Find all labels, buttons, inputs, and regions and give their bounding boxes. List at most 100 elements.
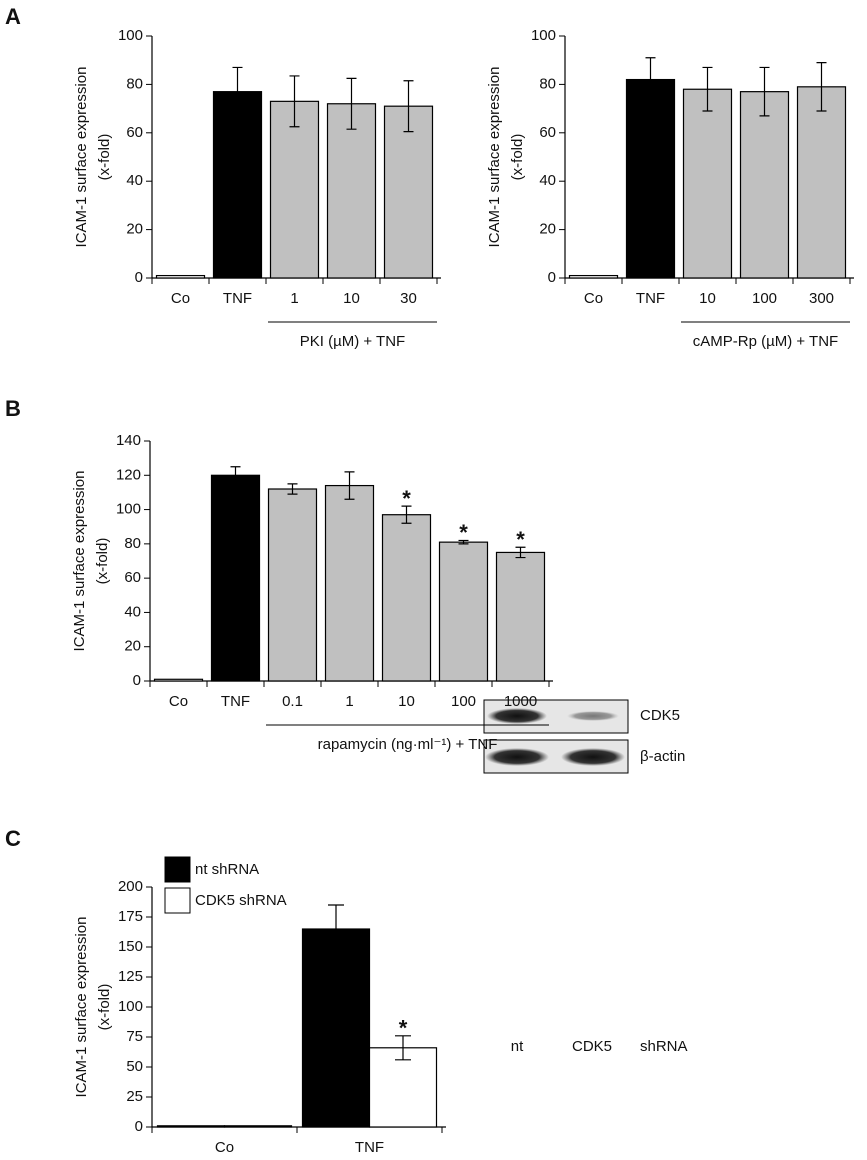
y-axis-label: (x-fold) [96, 984, 113, 1031]
y-tick-label: 125 [118, 968, 143, 985]
x-tick-label: 1000 [504, 693, 537, 710]
x-tick-label: Co [215, 1139, 234, 1156]
x-tick-label: 1 [345, 693, 353, 710]
bar [269, 100, 320, 279]
error-bar [645, 57, 656, 102]
x-tick-label: Co [171, 290, 190, 307]
y-tick-label: 140 [116, 432, 141, 449]
bar [796, 86, 847, 279]
group-label: cAMP-Rp (µM) + TNF [693, 333, 838, 350]
blot-band [485, 748, 549, 766]
significance-mark: * [402, 486, 411, 511]
blot-band [567, 711, 619, 721]
y-tick-label: 80 [539, 75, 556, 92]
bar [495, 551, 546, 682]
y-tick-label: 0 [133, 672, 141, 689]
significance-mark: * [399, 1016, 408, 1041]
y-tick-label: 0 [135, 1118, 143, 1135]
y-tick-label: 20 [124, 638, 141, 655]
y-tick-label: 80 [126, 75, 143, 92]
bar [153, 678, 204, 682]
lane-label: nt [511, 1038, 524, 1055]
y-tick-label: 200 [118, 878, 143, 895]
legend-swatch [164, 887, 191, 914]
y-tick-label: 40 [124, 603, 141, 620]
y-axis-label: ICAM-1 surface expression [73, 917, 90, 1098]
x-tick-label: TNF [636, 290, 665, 307]
error-bar [328, 904, 344, 954]
x-tick-label: TNF [223, 290, 252, 307]
y-tick-label: 60 [124, 569, 141, 586]
x-tick-label: 10 [398, 693, 415, 710]
error-bar [395, 1035, 411, 1061]
bar [267, 488, 318, 682]
blot-label: CDK5 [640, 707, 680, 724]
y-tick-label: 120 [116, 466, 141, 483]
bar [326, 103, 377, 279]
y-tick-label: 40 [126, 172, 143, 189]
lane-suffix: shRNA [640, 1038, 688, 1055]
x-tick-label: 10 [699, 290, 716, 307]
x-tick-label: 100 [451, 693, 476, 710]
y-axis-label: (x-fold) [94, 538, 111, 585]
y-tick-label: 175 [118, 908, 143, 925]
group-label: rapamycin (ng·ml⁻¹) + TNF [318, 736, 498, 753]
bar [381, 514, 432, 682]
error-bar [232, 66, 243, 117]
lane-label: CDK5 [572, 1038, 612, 1055]
x-tick-label: 1 [290, 290, 298, 307]
y-axis-label: ICAM-1 surface expression [73, 67, 90, 248]
y-tick-label: 100 [531, 27, 556, 44]
y-tick-label: 50 [126, 1058, 143, 1075]
y-tick-label: 0 [135, 269, 143, 286]
y-tick-label: 40 [539, 172, 556, 189]
error-bar [816, 62, 827, 112]
x-tick-label: 0.1 [282, 693, 303, 710]
y-tick-label: 20 [126, 221, 143, 238]
y-axis-label: ICAM-1 surface expression [486, 67, 503, 248]
bar [368, 1047, 438, 1128]
error-bar [346, 77, 357, 130]
y-tick-label: 75 [126, 1028, 143, 1045]
y-tick-label: 150 [118, 938, 143, 955]
error-bar [287, 483, 298, 495]
x-tick-label: TNF [355, 1139, 384, 1156]
y-tick-label: 80 [124, 535, 141, 552]
bar [739, 91, 790, 279]
y-tick-label: 25 [126, 1088, 143, 1105]
panel-label: B [5, 396, 21, 421]
error-bar [289, 75, 300, 128]
blot-band [561, 748, 625, 766]
error-bar [344, 471, 355, 500]
bar [324, 484, 375, 682]
y-axis-label: (x-fold) [96, 134, 113, 181]
legend-label: nt shRNA [195, 861, 259, 878]
legend-label: CDK5 shRNA [195, 892, 287, 909]
x-tick-label: 300 [809, 290, 834, 307]
x-tick-label: Co [584, 290, 603, 307]
blot-band [487, 708, 547, 724]
x-tick-label: 30 [400, 290, 417, 307]
y-axis-label: ICAM-1 surface expression [71, 471, 88, 652]
group-label: PKI (µM) + TNF [300, 333, 405, 350]
error-bar [401, 505, 412, 524]
y-tick-label: 100 [118, 27, 143, 44]
bar [568, 274, 619, 279]
error-bar [403, 80, 414, 133]
bar [210, 474, 261, 682]
y-tick-label: 100 [116, 501, 141, 518]
y-tick-label: 100 [118, 998, 143, 1015]
bar [383, 105, 434, 279]
bar [155, 274, 206, 279]
bar [156, 1125, 226, 1128]
bar [438, 541, 489, 682]
significance-mark: * [516, 527, 525, 552]
significance-mark: * [459, 520, 468, 545]
bar [625, 78, 676, 279]
panel-label: C [5, 826, 21, 851]
x-tick-label: Co [169, 693, 188, 710]
blot-label: β-actin [640, 748, 685, 765]
error-bar [759, 66, 770, 117]
y-tick-label: 60 [539, 124, 556, 141]
